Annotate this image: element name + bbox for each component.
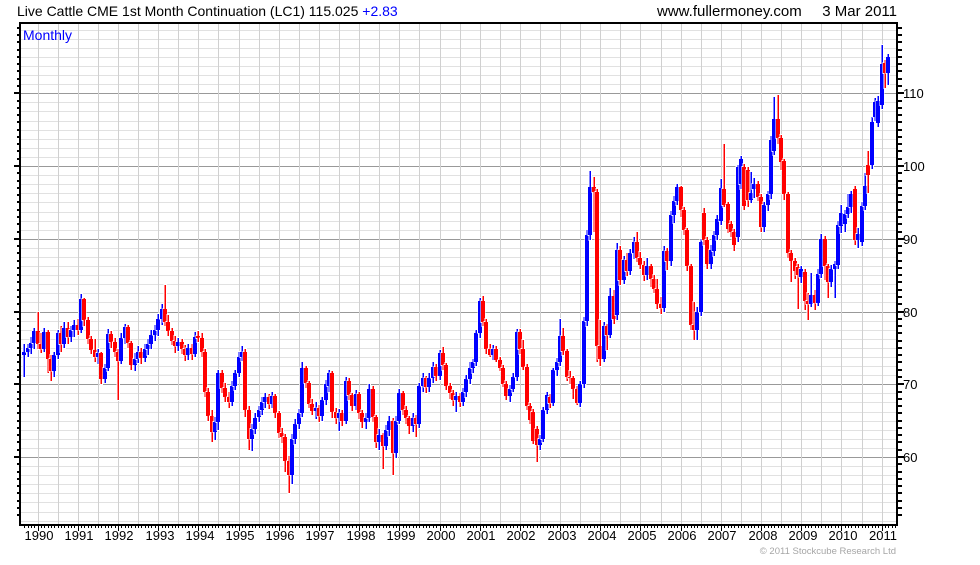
svg-text:www.fullermoney.com: www.fullermoney.com (656, 3, 802, 20)
svg-text:Monthly: Monthly (23, 27, 72, 43)
svg-text:1996: 1996 (266, 528, 295, 543)
svg-text:100: 100 (903, 159, 925, 174)
svg-text:2005: 2005 (628, 528, 657, 543)
svg-text:1993: 1993 (146, 528, 175, 543)
svg-text:1998: 1998 (347, 528, 376, 543)
svg-text:2003: 2003 (548, 528, 577, 543)
svg-text:2002: 2002 (507, 528, 536, 543)
svg-text:80: 80 (903, 305, 917, 320)
svg-text:1999: 1999 (387, 528, 416, 543)
svg-text:1994: 1994 (186, 528, 215, 543)
svg-text:2000: 2000 (427, 528, 456, 543)
svg-text:1990: 1990 (25, 528, 54, 543)
svg-text:60: 60 (903, 450, 917, 465)
svg-text:1997: 1997 (306, 528, 335, 543)
svg-text:3 Mar 2011: 3 Mar 2011 (822, 3, 897, 20)
svg-text:2009: 2009 (789, 528, 818, 543)
svg-text:70: 70 (903, 377, 917, 392)
svg-text:1992: 1992 (105, 528, 134, 543)
svg-text:2007: 2007 (708, 528, 737, 543)
svg-text:2001: 2001 (467, 528, 496, 543)
svg-text:2011: 2011 (869, 528, 897, 543)
svg-text:110: 110 (903, 86, 924, 101)
svg-text:Live Cattle CME 1st Month Cont: Live Cattle CME 1st Month Continuation (… (17, 3, 398, 19)
svg-text:90: 90 (903, 232, 917, 247)
svg-text:2006: 2006 (668, 528, 697, 543)
svg-text:© 2011 Stockcube Research Ltd: © 2011 Stockcube Research Ltd (760, 546, 896, 557)
svg-text:2004: 2004 (588, 528, 617, 543)
svg-text:2010: 2010 (829, 528, 858, 543)
svg-text:2008: 2008 (749, 528, 778, 543)
svg-text:1991: 1991 (65, 528, 94, 543)
svg-text:1995: 1995 (226, 528, 255, 543)
